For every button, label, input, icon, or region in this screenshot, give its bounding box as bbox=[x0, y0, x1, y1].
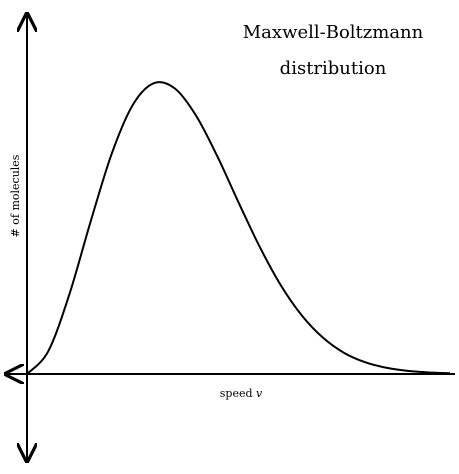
x-axis-label-text: speed bbox=[220, 387, 253, 400]
chart-title-line-1: Maxwell-Boltzmann bbox=[243, 22, 424, 43]
chart-title-line-2: distribution bbox=[280, 58, 387, 79]
y-axis-label: # of molecules bbox=[9, 154, 22, 237]
distribution-curve bbox=[26, 81, 451, 375]
x-axis-label: speed v bbox=[220, 387, 263, 400]
x-axis-label-variable: v bbox=[256, 387, 263, 400]
